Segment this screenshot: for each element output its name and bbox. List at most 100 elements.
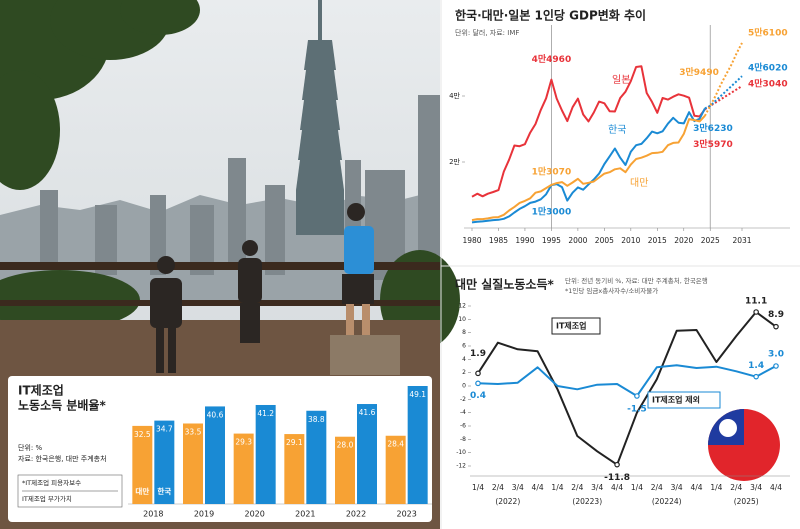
- note: 단위: %: [18, 443, 42, 452]
- value-label: 1.4: [748, 361, 764, 371]
- group-label: (20224): [652, 497, 682, 506]
- legend-label: 한국: [157, 486, 171, 496]
- value-label: 11.1: [745, 297, 767, 307]
- x-tick-label: 2021: [295, 510, 315, 519]
- y-tick-label: 0: [462, 383, 466, 390]
- projection-line: [704, 75, 743, 110]
- photo: [0, 0, 460, 529]
- value-label: 29.3: [235, 438, 252, 447]
- chart-title: 대만 실질노동소득*: [455, 277, 554, 292]
- point: [475, 380, 481, 387]
- railing: [0, 262, 440, 270]
- point: [753, 373, 759, 380]
- people: [150, 203, 374, 373]
- series-label: IT제조업 제외: [652, 395, 700, 405]
- value-label: 38.8: [308, 415, 325, 424]
- series-line: [477, 364, 777, 397]
- value-label: 28.0: [337, 441, 354, 450]
- value-label: 1.9: [470, 349, 486, 359]
- x-tick-label: 4/4: [690, 483, 702, 492]
- chart-title: 노동소득 분배율*: [18, 398, 106, 413]
- y-tick-label: -8: [460, 436, 466, 443]
- value-label: 8.9: [768, 310, 784, 320]
- y-tick-label: 4만: [449, 91, 460, 100]
- bar: [233, 433, 254, 504]
- note: 자료: 한국은행, 대만 주계총처: [18, 454, 107, 463]
- x-tick-label: 2020: [674, 236, 693, 245]
- subtitle: 단위: 전년 동기비 %, 자료: 대만 주계총처, 한국은행: [565, 276, 708, 285]
- value-label: -1.5: [627, 405, 647, 415]
- x-tick-label: 1/4: [472, 483, 484, 492]
- point: [773, 363, 779, 369]
- x-tick-label: 1/4: [631, 483, 643, 492]
- x-tick-label: 2031: [732, 236, 751, 245]
- legend-label: 대만: [135, 486, 149, 496]
- x-tick-label: 1990: [515, 236, 534, 245]
- value-label: 41.6: [359, 408, 376, 417]
- x-tick-label: 2025: [701, 236, 720, 245]
- x-tick-label: 2022: [346, 510, 366, 519]
- x-tick-label: 2023: [396, 510, 416, 519]
- value-label: 41.2: [257, 409, 274, 418]
- bar: [205, 406, 225, 504]
- x-tick-label: 4/4: [611, 483, 623, 492]
- bar: [385, 435, 406, 504]
- railing: [0, 300, 440, 306]
- series-label: 일본: [612, 74, 630, 86]
- value-label: 33.5: [185, 427, 202, 436]
- bar: [132, 425, 153, 504]
- y-tick-label: 12: [458, 303, 466, 310]
- series-line: [471, 107, 706, 224]
- point: [773, 323, 779, 330]
- y-tick-label: 6: [462, 343, 466, 350]
- projection-line: [704, 42, 743, 117]
- annotation: 4만3040: [748, 77, 788, 89]
- value-label: 32.5: [134, 430, 151, 439]
- annotation: 1만3000: [532, 206, 572, 218]
- y-tick-label: -6: [460, 423, 466, 430]
- x-tick-label: 3/4: [512, 483, 524, 492]
- x-tick-label: 1980: [462, 236, 481, 245]
- point: [753, 309, 759, 315]
- point: [475, 370, 481, 377]
- flag-sun: [719, 419, 737, 437]
- x-tick-label: 2/4: [730, 483, 742, 492]
- x-tick-label: 2019: [194, 510, 214, 519]
- x-tick-label: 1995: [542, 236, 561, 245]
- bar: [255, 404, 276, 504]
- series-line: [471, 115, 706, 222]
- x-tick-label: 2015: [648, 236, 667, 245]
- x-tick-label: 2020: [244, 510, 264, 519]
- bar: [357, 404, 377, 504]
- x-tick-label: 2005: [595, 236, 614, 245]
- x-tick-label: 2010: [621, 236, 640, 245]
- y-tick-label: 8: [462, 329, 466, 336]
- taipei-101: [296, 0, 344, 235]
- value-label: 34.7: [156, 425, 173, 434]
- group-label: (2022): [495, 497, 520, 506]
- subtitle: 단위: 달러, 자료: IMF: [455, 28, 519, 37]
- subtitle: *1인당 임금x총사자수/소비자물가: [565, 286, 658, 295]
- x-tick-label: 2/4: [571, 483, 583, 492]
- chart-title: 한국·대만·일본 1인당 GDP변화 추이: [455, 8, 646, 23]
- point: [614, 461, 620, 468]
- x-tick-label: 4/4: [770, 483, 782, 492]
- bar: [335, 436, 355, 504]
- footnote: IT제조업 부가가치: [22, 494, 72, 503]
- value-label: 49.1: [409, 390, 426, 399]
- bar: [306, 410, 327, 504]
- series-label-box: [647, 391, 721, 409]
- value-label: 40.6: [207, 410, 224, 419]
- x-tick-label: 1/4: [551, 483, 563, 492]
- x-tick-label: 3/4: [671, 483, 683, 492]
- series-label-box: [551, 317, 601, 335]
- annotation: 1만3070: [532, 165, 572, 177]
- bar: [407, 386, 428, 504]
- projection-line: [704, 85, 743, 111]
- series-line: [471, 65, 706, 198]
- x-tick-label: 2/4: [492, 483, 504, 492]
- x-tick-label: 2018: [143, 510, 163, 519]
- value-label: 3.0: [768, 350, 784, 360]
- group-label: (20223): [572, 497, 602, 506]
